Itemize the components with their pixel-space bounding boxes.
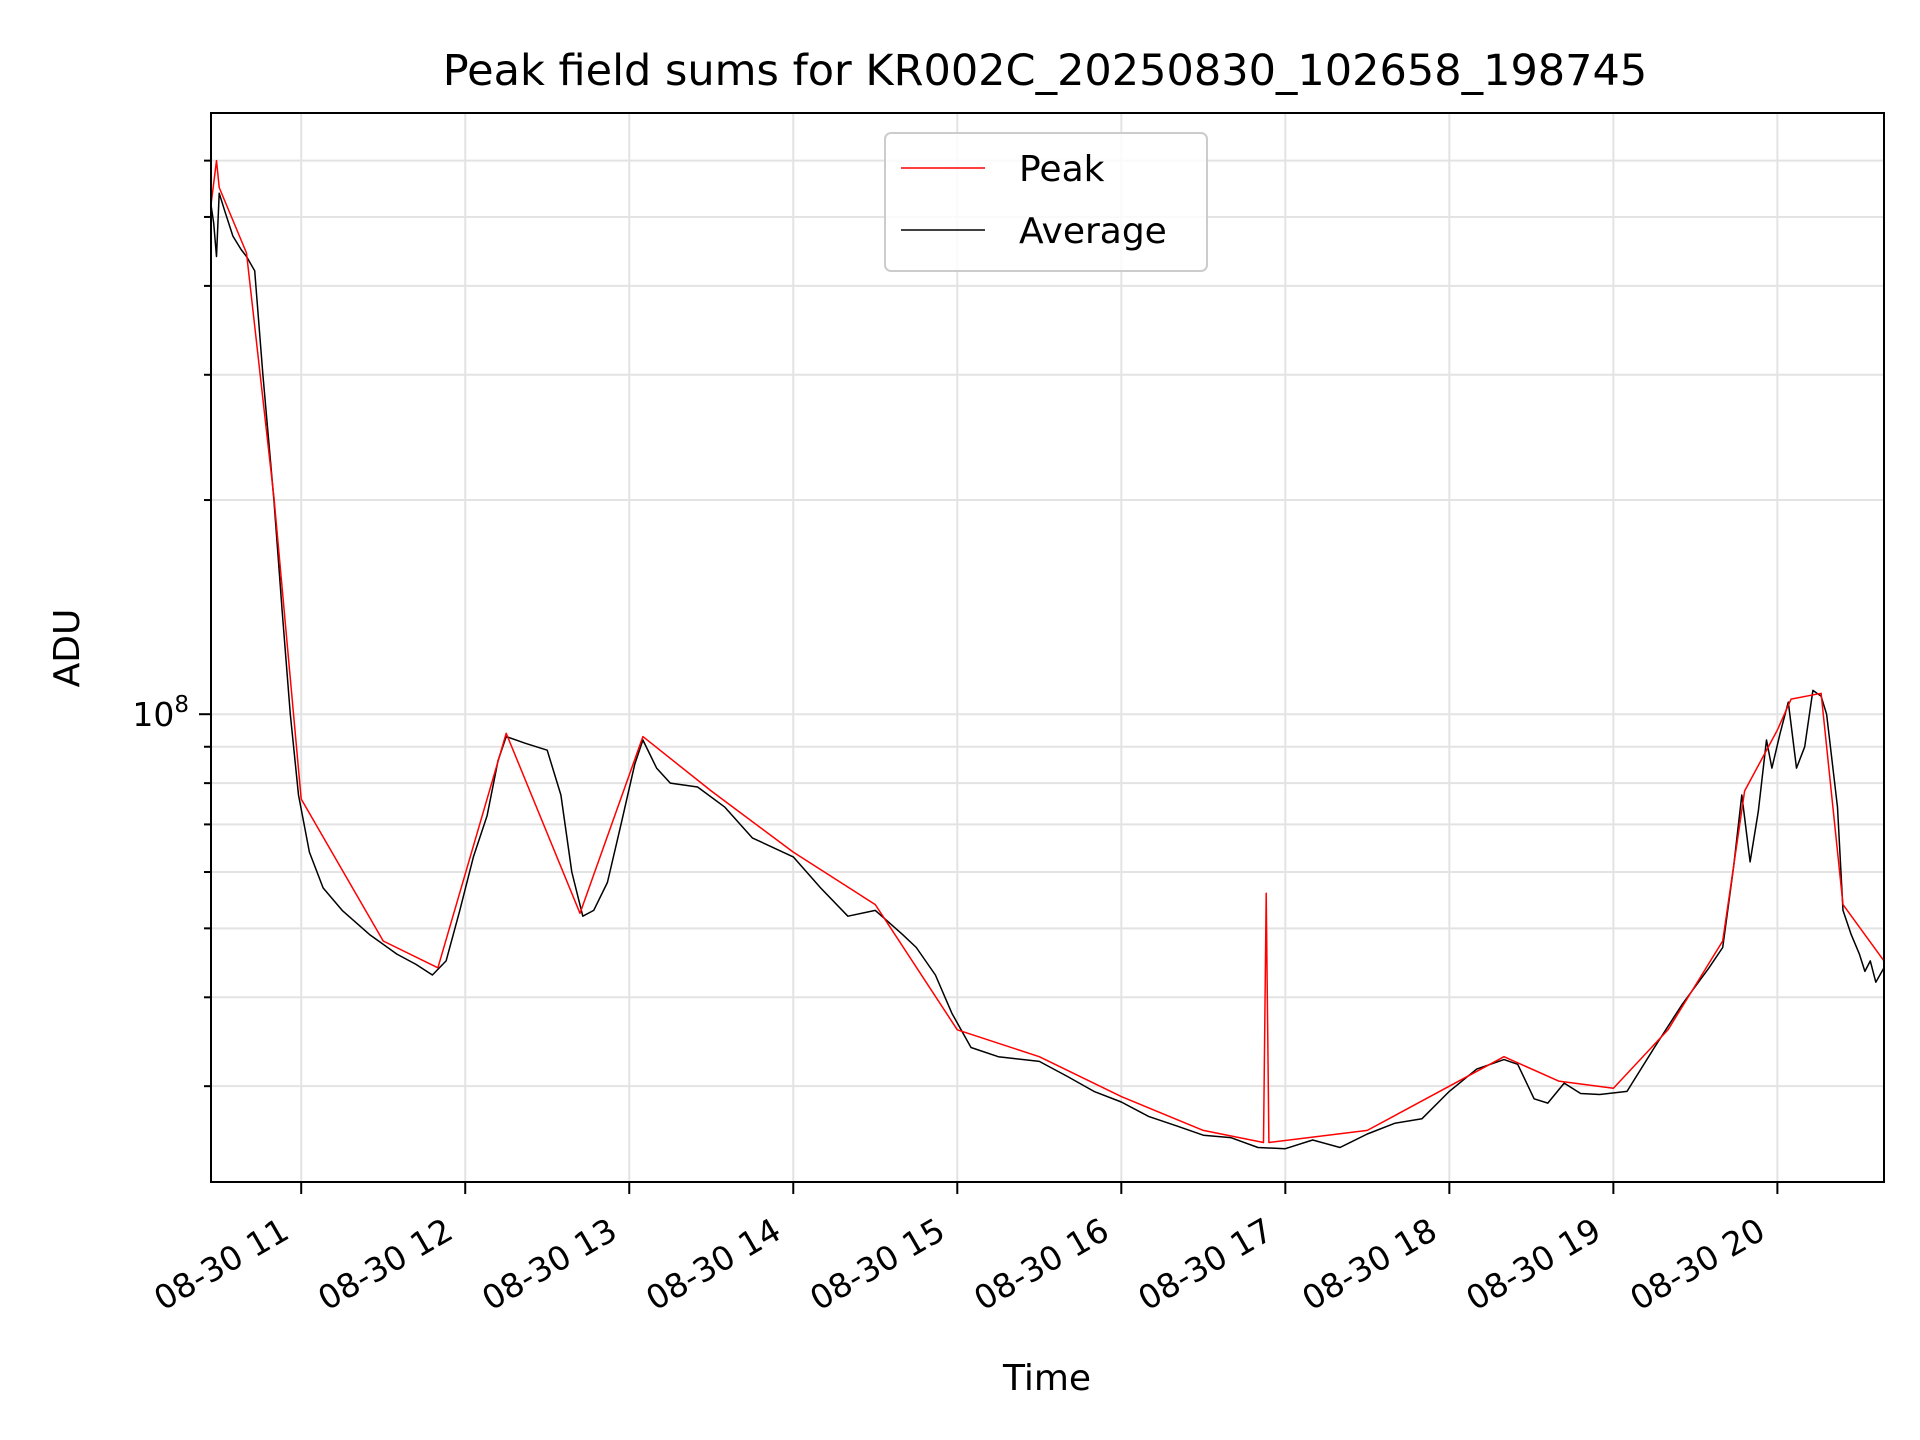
x-tick-label: 08-30 17 — [1131, 1210, 1279, 1318]
x-tick-label: 08-30 14 — [639, 1210, 787, 1318]
plot-frame — [210, 112, 1885, 1183]
x-tick-label: 08-30 15 — [803, 1210, 951, 1318]
y-tick-label: 108 — [132, 692, 189, 734]
x-tick-label: 08-30 13 — [475, 1210, 623, 1318]
legend: Peak Average — [884, 132, 1208, 272]
x-tick-label: 08-30 12 — [311, 1210, 459, 1318]
x-tick-label: 08-30 20 — [1623, 1210, 1771, 1318]
x-tick-label: 08-30 18 — [1295, 1210, 1443, 1318]
chart-title: Peak field sums for KR002C_20250830_1026… — [443, 46, 1647, 96]
series-layer — [210, 159, 1885, 1150]
x-tick-label: 08-30 16 — [967, 1210, 1115, 1318]
y-axis-label: ADU — [47, 609, 88, 688]
x-tick-label: 08-30 11 — [147, 1210, 295, 1318]
series-line-peak — [210, 159, 1885, 1144]
grid-layer — [211, 113, 1884, 1182]
x-tick-label: 08-30 19 — [1459, 1210, 1607, 1318]
series-line-average — [210, 192, 1885, 1150]
legend-label-peak: Peak — [1019, 149, 1105, 190]
tick-layer: 08-30 11 08-30 12 08-30 13 08-30 14 08-30 15… — [132, 159, 1779, 1318]
x-axis-label: Time — [1002, 1358, 1091, 1399]
legend-label-average: Average — [1019, 211, 1167, 252]
